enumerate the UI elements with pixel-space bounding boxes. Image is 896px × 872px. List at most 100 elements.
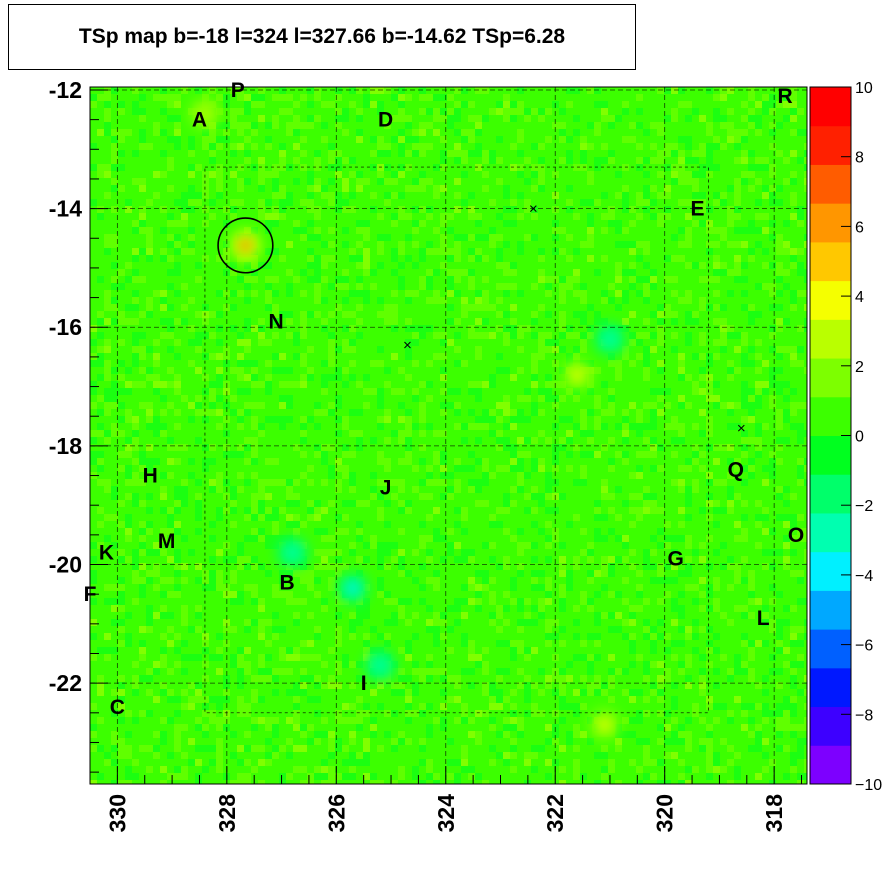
heatmap-pixel <box>650 122 657 129</box>
heatmap-pixel <box>734 276 741 283</box>
heatmap-pixel <box>734 185 741 192</box>
heatmap-pixel <box>258 535 265 542</box>
heatmap-pixel <box>391 269 398 276</box>
heatmap-pixel <box>748 745 755 752</box>
heatmap-pixel <box>489 689 496 696</box>
heatmap-pixel <box>468 115 475 122</box>
heatmap-pixel <box>629 633 636 640</box>
heatmap-pixel <box>797 129 804 136</box>
heatmap-pixel <box>349 87 356 94</box>
heatmap-pixel <box>699 164 706 171</box>
heatmap-pixel <box>139 94 146 101</box>
heatmap-pixel <box>160 94 167 101</box>
heatmap-pixel <box>566 150 573 157</box>
heatmap-pixel <box>783 542 790 549</box>
colorbar-tick-label: −4 <box>855 568 873 585</box>
heatmap-pixel <box>713 136 720 143</box>
heatmap-pixel <box>601 409 608 416</box>
heatmap-pixel <box>706 626 713 633</box>
heatmap-pixel <box>300 577 307 584</box>
heatmap-pixel <box>307 570 314 577</box>
heatmap-pixel <box>804 129 807 136</box>
heatmap-pixel <box>342 472 349 479</box>
heatmap-pixel <box>475 87 482 94</box>
heatmap-pixel <box>720 402 727 409</box>
heatmap-pixel <box>475 304 482 311</box>
heatmap-pixel <box>615 780 622 784</box>
heatmap-pixel <box>321 360 328 367</box>
heatmap-pixel <box>580 465 587 472</box>
heatmap-pixel <box>125 304 132 311</box>
heatmap-pixel <box>377 241 384 248</box>
heatmap-pixel <box>363 633 370 640</box>
heatmap-pixel <box>685 171 692 178</box>
heatmap-pixel <box>293 647 300 654</box>
heatmap-pixel <box>657 360 664 367</box>
heatmap-pixel <box>209 395 216 402</box>
heatmap-pixel <box>258 185 265 192</box>
heatmap-pixel <box>202 724 209 731</box>
heatmap-pixel <box>608 507 615 514</box>
heatmap-pixel <box>734 570 741 577</box>
heatmap-pixel <box>468 654 475 661</box>
heatmap-pixel <box>139 710 146 717</box>
heatmap-pixel <box>279 395 286 402</box>
heatmap-pixel <box>454 129 461 136</box>
heatmap-pixel <box>97 423 104 430</box>
heatmap-pixel <box>167 528 174 535</box>
heatmap-pixel <box>664 143 671 150</box>
heatmap-pixel <box>762 563 769 570</box>
heatmap-pixel <box>279 185 286 192</box>
heatmap-pixel <box>391 171 398 178</box>
heatmap-pixel <box>622 577 629 584</box>
heatmap-pixel <box>286 570 293 577</box>
heatmap-pixel <box>706 514 713 521</box>
heatmap-pixel <box>594 633 601 640</box>
heatmap-pixel <box>496 262 503 269</box>
heatmap-pixel <box>503 759 510 766</box>
heatmap-pixel <box>181 220 188 227</box>
heatmap-pixel <box>356 521 363 528</box>
heatmap-pixel <box>377 514 384 521</box>
heatmap-pixel <box>342 416 349 423</box>
y-tick-label: -16 <box>49 314 82 340</box>
heatmap-pixel <box>741 136 748 143</box>
heatmap-pixel <box>594 507 601 514</box>
heatmap-pixel <box>762 612 769 619</box>
heatmap-pixel <box>755 101 762 108</box>
heatmap-pixel <box>335 773 342 780</box>
heatmap-pixel <box>146 710 153 717</box>
heatmap-pixel <box>398 549 405 556</box>
heatmap-pixel <box>545 675 552 682</box>
heatmap-pixel <box>272 584 279 591</box>
heatmap-pixel <box>433 430 440 437</box>
heatmap-pixel <box>412 262 419 269</box>
heatmap-pixel <box>293 514 300 521</box>
heatmap-pixel <box>685 199 692 206</box>
heatmap-pixel <box>125 318 132 325</box>
heatmap-pixel <box>797 108 804 115</box>
source-circle <box>217 217 274 274</box>
heatmap-pixel <box>650 185 657 192</box>
heatmap-pixel <box>426 479 433 486</box>
source-label: M <box>158 530 176 553</box>
heatmap-pixel <box>419 143 426 150</box>
heatmap-pixel <box>391 493 398 500</box>
heatmap-pixel <box>769 654 776 661</box>
heatmap-pixel <box>258 171 265 178</box>
heatmap-pixel <box>454 465 461 472</box>
heatmap-pixel <box>391 430 398 437</box>
heatmap-pixel <box>153 668 160 675</box>
heatmap-pixel <box>174 339 181 346</box>
heatmap-pixel <box>153 171 160 178</box>
heatmap-pixel <box>468 409 475 416</box>
heatmap-pixel <box>510 500 517 507</box>
heatmap-pixel <box>279 668 286 675</box>
heatmap-pixel <box>118 752 125 759</box>
heatmap-pixel <box>244 479 251 486</box>
heatmap-pixel <box>412 612 419 619</box>
heatmap-pixel <box>125 206 132 213</box>
heatmap-pixel <box>524 696 531 703</box>
heatmap-pixel <box>272 94 279 101</box>
heatmap-pixel <box>398 766 405 773</box>
